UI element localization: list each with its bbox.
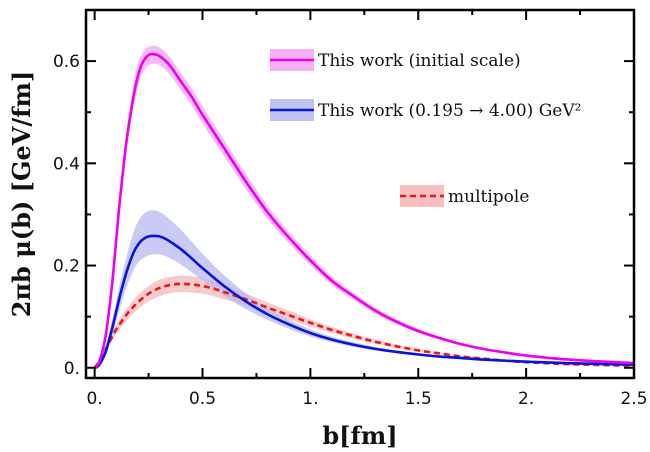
series-lines bbox=[93, 52, 634, 369]
legend-label: This work (initial scale) bbox=[318, 51, 521, 71]
y-tick-label: 0.2 bbox=[53, 257, 80, 277]
line-this-work-initial-scale bbox=[93, 52, 634, 369]
y-tick-label: 0. bbox=[64, 359, 80, 379]
legend-entry-this-work-initial-scale: This work (initial scale) bbox=[270, 49, 521, 71]
uncertainty-bands bbox=[94, 45, 634, 368]
line-multipole bbox=[93, 282, 634, 369]
legend-entry-this-work-0-195-4-00-gev: This work (0.195 → 4.00) GeV² bbox=[270, 99, 581, 121]
x-tick-label: 1.5 bbox=[405, 389, 432, 409]
x-tick-label: 0.5 bbox=[189, 389, 216, 409]
legend-entry-multipole: multipole bbox=[400, 185, 529, 207]
axis-ticks bbox=[86, 9, 635, 378]
line-this-work-0-195-4-00-gev bbox=[93, 234, 634, 369]
x-tick-label: 1. bbox=[302, 389, 318, 409]
band-this-work-initial-scale bbox=[94, 45, 634, 368]
y-tick-label: 0.6 bbox=[53, 52, 80, 72]
legend-label: This work (0.195 → 4.00) GeV² bbox=[318, 101, 581, 121]
band-this-work-0-195-4-00-gev bbox=[94, 210, 634, 368]
x-tick-label: 2. bbox=[518, 389, 534, 409]
x-tick-label: 0. bbox=[87, 389, 103, 409]
plot-frame bbox=[84, 8, 636, 380]
band-multipole bbox=[94, 275, 634, 368]
x-tick-label: 2.5 bbox=[620, 389, 647, 409]
legend-label: multipole bbox=[448, 187, 529, 207]
y-axis-title: 2πb μ(b) [GeV/fm] bbox=[7, 71, 36, 317]
axis-tick-labels: 0. 0.5 1. 1.5 2. 2.5 0. 0.2 0.4 0.6 bbox=[53, 52, 648, 409]
y-tick-label: 0.4 bbox=[53, 154, 80, 174]
x-axis-title: b[fm] bbox=[322, 421, 397, 450]
legend: This work (initial scale) This work (0.19… bbox=[270, 49, 581, 207]
